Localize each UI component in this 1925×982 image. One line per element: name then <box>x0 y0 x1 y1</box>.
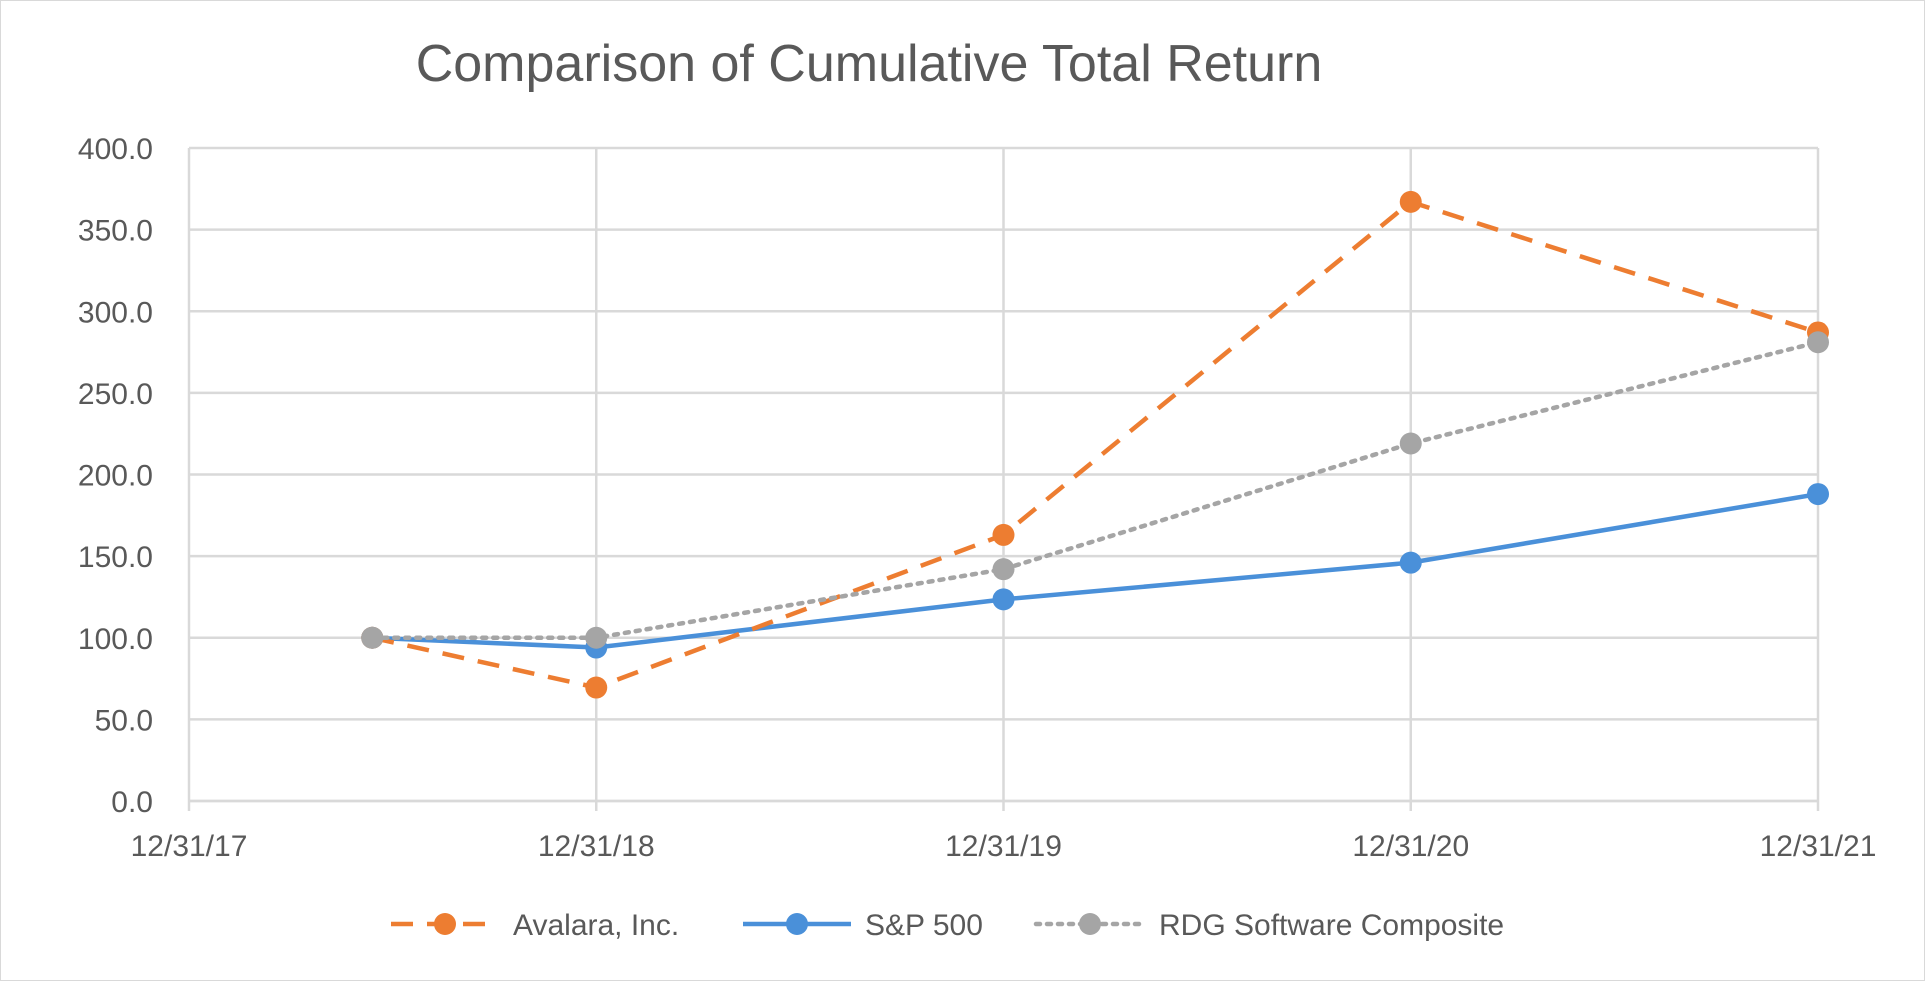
series-line-rdg-software-composite <box>370 340 1821 640</box>
legend-label-s-p-500: S&P 500 <box>865 909 983 942</box>
data-point-s-p-500 <box>992 588 1015 611</box>
data-point-s-p-500 <box>1807 483 1829 506</box>
data-point-rdg-software-composite <box>1399 432 1422 455</box>
data-point-avalara-inc <box>1399 190 1422 213</box>
y-tick-label: 50.0 <box>95 704 153 737</box>
x-tick-label: 12/31/20 <box>1352 830 1469 863</box>
x-tick-label: 12/31/21 <box>1760 830 1877 863</box>
gridlines <box>189 146 1820 803</box>
y-tick-label: 250.0 <box>78 378 153 411</box>
y-tick-label: 200.0 <box>78 460 153 493</box>
legend-marker-s-p-500 <box>786 913 808 935</box>
data-point-rdg-software-composite <box>992 558 1015 581</box>
y-tick-label: 100.0 <box>78 623 153 656</box>
data-point-rdg-software-composite <box>361 626 384 649</box>
y-tick-label: 150.0 <box>78 541 153 574</box>
y-tick-label: 300.0 <box>78 296 153 329</box>
series-avalara-inc <box>361 190 1829 699</box>
legend-item-s-p-500: S&P 500 <box>743 909 983 942</box>
series-rdg-software-composite <box>361 331 1829 649</box>
legend-item-avalara-inc: Avalara, Inc. <box>391 909 679 942</box>
data-point-s-p-500 <box>1399 551 1422 574</box>
legend-marker-rdg-software-composite <box>1079 913 1101 935</box>
series-line-s-p-500 <box>372 491 1819 650</box>
series-s-p-500 <box>361 483 1829 659</box>
axes: 0.0 50.0 100.0 150.0 200.0 250.0 300.0 350.0 400… <box>78 133 1876 863</box>
chart-title: Comparison of Cumulative Total Return <box>416 35 1323 93</box>
data-point-rdg-software-composite <box>1807 331 1829 354</box>
y-tick-label: 350.0 <box>78 215 153 248</box>
legend-label-rdg-software-composite: RDG Software Composite <box>1159 909 1504 942</box>
x-tick-label: 12/31/19 <box>945 830 1062 863</box>
y-tick-label: 400.0 <box>78 133 153 166</box>
x-tick-label: 12/31/18 <box>538 830 655 863</box>
legend-marker-avalara-inc <box>434 913 456 935</box>
legend-item-rdg-software-composite: RDG Software Composite <box>1033 909 1504 942</box>
legend-label-avalara-inc: Avalara, Inc. <box>513 909 679 942</box>
data-point-avalara-inc <box>992 523 1015 546</box>
data-point-avalara-inc <box>585 676 608 699</box>
x-tick-label: 12/31/17 <box>131 830 248 863</box>
y-tick-label: 0.0 <box>111 786 153 819</box>
data-point-rdg-software-composite <box>585 626 608 649</box>
series-group <box>361 190 1829 699</box>
series-line-avalara-inc <box>371 199 1819 690</box>
legend: Avalara, Inc. S&P 500 RDG Software Composi… <box>391 909 1504 942</box>
